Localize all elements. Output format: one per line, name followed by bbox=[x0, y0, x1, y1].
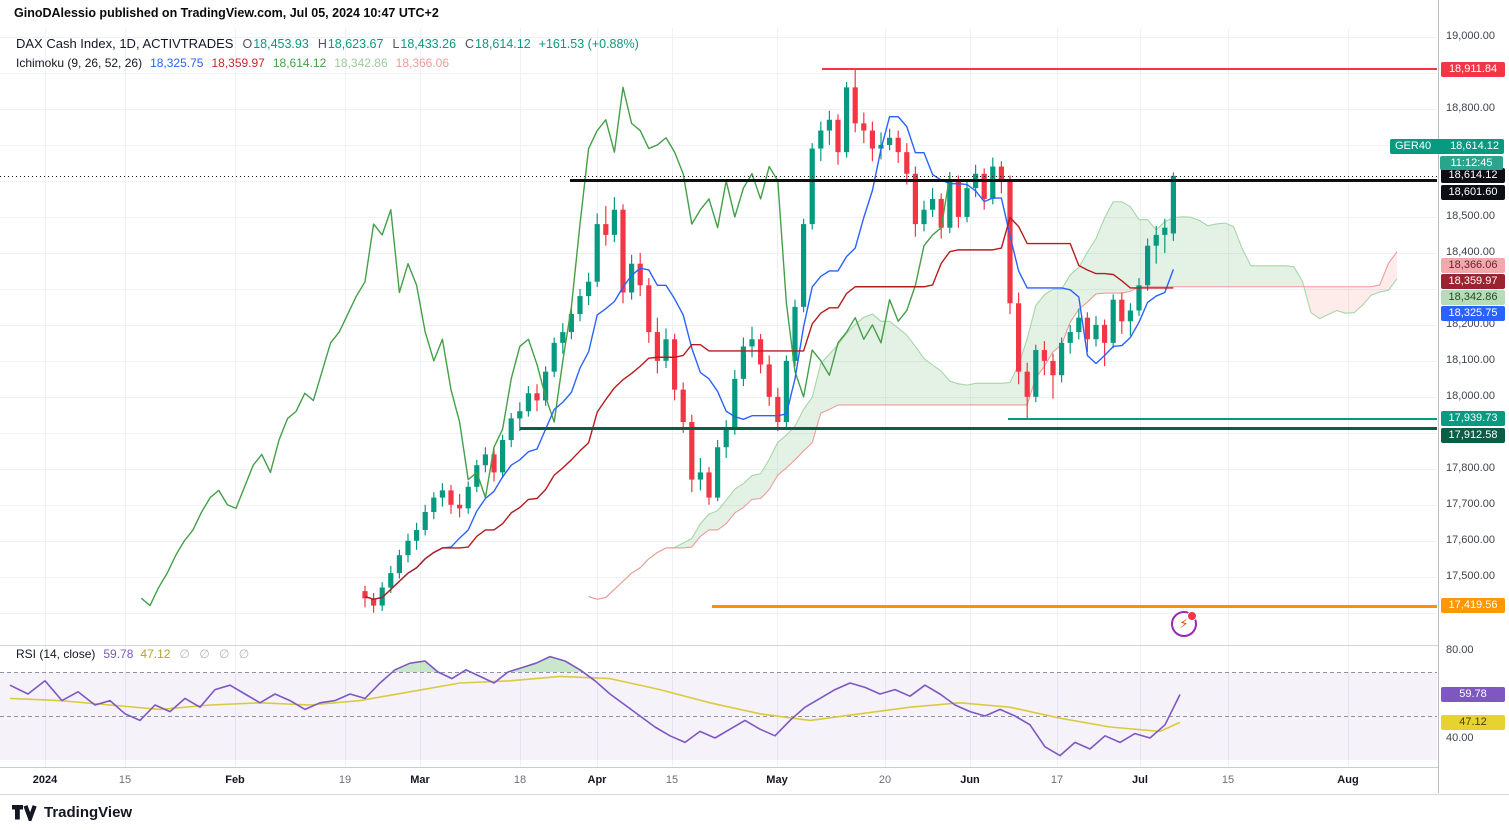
price-level-badge: 18,366.06 bbox=[1441, 258, 1505, 273]
price-axis-label: 19,000.00 bbox=[1446, 30, 1495, 43]
price-axis-label: 18,200.00 bbox=[1446, 318, 1495, 331]
time-axis-label: 15 bbox=[118, 774, 132, 786]
time-axis[interactable]: 2024 15 Feb 19 Mar 18 Apr 15 May 20 Jun 17 Jul 15 Aug bbox=[0, 768, 1437, 793]
price-level-badge: 18,325.75 bbox=[1441, 306, 1505, 321]
price-level-badge: 17,939.73 bbox=[1441, 411, 1505, 426]
ohlc-label: O bbox=[242, 37, 253, 51]
time-axis-label: Feb bbox=[225, 774, 245, 786]
rsi-ma-value: 47.12 bbox=[140, 647, 171, 661]
ohlc-label: H bbox=[317, 37, 327, 51]
price-axis-label: 17,800.00 bbox=[1446, 462, 1495, 475]
price-level-badge: 18,342.86 bbox=[1441, 290, 1505, 305]
bar-countdown-badge: 11:12:45 bbox=[1440, 156, 1503, 170]
rsi-value: 59.78 bbox=[103, 647, 134, 661]
ichimoku-value: 18,325.75 bbox=[150, 56, 204, 70]
price-level-badge: 17,912.58 bbox=[1441, 428, 1505, 443]
rsi-value-badge: 59.78 bbox=[1441, 686, 1505, 702]
price-level-badge: 18,614.12 bbox=[1441, 168, 1505, 183]
symbol-badge-name: GER40 bbox=[1395, 140, 1432, 152]
symbol-title[interactable]: DAX Cash Index, 1D, ACTIVTRADES bbox=[16, 36, 234, 51]
price-axis-label: 17,500.00 bbox=[1446, 570, 1495, 583]
ichimoku-value: 18,359.97 bbox=[211, 56, 265, 70]
price-axis-label: 18,100.00 bbox=[1446, 354, 1495, 367]
price-axis-label: 17,700.00 bbox=[1446, 498, 1495, 511]
time-axis-label: 20 bbox=[878, 774, 892, 786]
price-level-badge: 17,419.56 bbox=[1441, 598, 1505, 613]
ichimoku-title[interactable]: Ichimoku (9, 26, 52, 26) bbox=[16, 56, 143, 70]
rsi-title[interactable]: RSI (14, close) bbox=[16, 647, 96, 661]
time-axis-label: 2024 bbox=[32, 774, 58, 786]
time-axis-label: 15 bbox=[665, 774, 679, 786]
ichimoku-legend[interactable]: Ichimoku (9, 26, 52, 26) 18,325.75 18,359.… bbox=[16, 56, 449, 70]
price-level-badge: 18,601.60 bbox=[1441, 185, 1505, 200]
rsi-legend[interactable]: RSI (14, close) 59.78 47.12 ∅ ∅ ∅ ∅ bbox=[16, 647, 252, 661]
ichimoku-value: 18,342.86 bbox=[334, 56, 388, 70]
ichimoku-value: 18,366.06 bbox=[395, 56, 450, 70]
ohlc-value: 18,614.12 bbox=[475, 37, 531, 51]
flash-idea-marker-icon[interactable]: ⚡ bbox=[1171, 611, 1197, 637]
ohlc-label: L bbox=[392, 37, 400, 51]
rsi-axis-label: 40.00 bbox=[1446, 731, 1474, 744]
ohlc-values: O18,453.93 H18,623.67 L18,433.26 C18,614.12 bbox=[233, 36, 530, 51]
time-axis-label: Mar bbox=[410, 774, 430, 786]
price-axis[interactable]: 19,000.0018,800.0018,700.0018,500.0018,4… bbox=[1438, 0, 1509, 793]
ichimoku-value: 18,614.12 bbox=[272, 56, 327, 70]
symbol-price-badge: GER40 18,614.12 bbox=[1390, 139, 1504, 154]
lightning-icon: ⚡ bbox=[1179, 616, 1189, 631]
time-axis-label: Apr bbox=[587, 774, 607, 786]
tradingview-logo-icon[interactable] bbox=[12, 804, 37, 821]
time-axis-label: 15 bbox=[1221, 774, 1235, 786]
price-axis-label: 18,800.00 bbox=[1446, 102, 1495, 115]
ohlc-value: 18,433.26 bbox=[400, 37, 457, 51]
rsi-axis-label: 80.00 bbox=[1446, 643, 1474, 656]
time-axis-label: Aug bbox=[1337, 774, 1359, 786]
ichimoku-values: 18,325.75 18,359.97 18,614.12 18,342.86 18,3… bbox=[142, 56, 449, 70]
time-axis-label: Jul bbox=[1132, 774, 1148, 786]
price-level-badge: 18,911.84 bbox=[1441, 62, 1505, 77]
time-axis-label: 17 bbox=[1050, 774, 1064, 786]
ohlc-value: 18,623.67 bbox=[327, 37, 384, 51]
footer: TradingView bbox=[0, 794, 1509, 830]
time-axis-label: Jun bbox=[960, 774, 980, 786]
rsi-hidden-values: ∅ ∅ ∅ ∅ bbox=[179, 647, 253, 661]
price-axis-label: 18,400.00 bbox=[1446, 246, 1495, 259]
change-value: +161.53 (+0.88%) bbox=[538, 37, 639, 51]
symbol-legend[interactable]: DAX Cash Index, 1D, ACTIVTRADES O18,453.9… bbox=[16, 36, 639, 51]
ohlc-value: 18,453.93 bbox=[253, 37, 309, 51]
ohlc-label: C bbox=[465, 37, 475, 51]
symbol-badge-price: 18,614.12 bbox=[1450, 140, 1499, 152]
time-axis-label: 18 bbox=[513, 774, 527, 786]
price-axis-label: 18,000.00 bbox=[1446, 390, 1495, 403]
notification-dot bbox=[1187, 611, 1197, 621]
rsi-value-badge: 47.12 bbox=[1441, 714, 1505, 730]
price-axis-label: 18,500.00 bbox=[1446, 210, 1495, 223]
tradingview-brand-text[interactable]: TradingView bbox=[44, 804, 133, 821]
time-axis-label: 19 bbox=[338, 774, 352, 786]
published-byline: GinoDAlessio published on TradingView.co… bbox=[14, 6, 439, 20]
time-axis-label: May bbox=[766, 774, 788, 786]
price-level-badge: 18,359.97 bbox=[1441, 274, 1505, 289]
price-axis-label: 17,600.00 bbox=[1446, 534, 1495, 547]
